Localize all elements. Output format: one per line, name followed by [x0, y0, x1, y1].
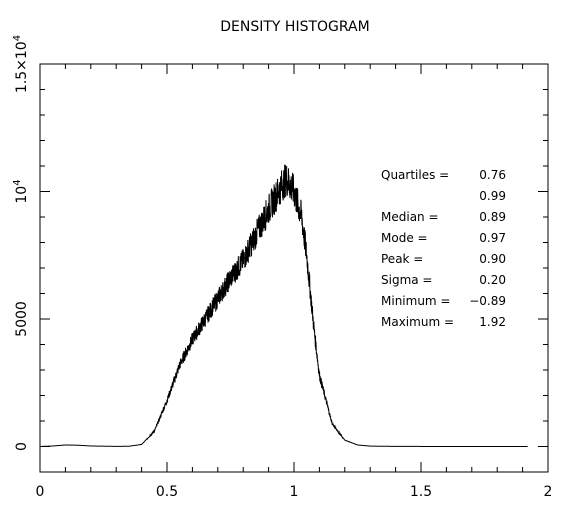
- y-tick-label: 0: [14, 442, 30, 451]
- plot-frame: [39, 63, 549, 473]
- y-tick-label: 104: [12, 179, 30, 203]
- x-tick-label: 1.5: [410, 484, 432, 500]
- stat-value: 0.20: [479, 273, 506, 287]
- stat-value: 0.97: [479, 231, 506, 245]
- x-tick-label: 2: [544, 484, 553, 500]
- stat-value: −0.89: [469, 294, 506, 308]
- stat-label: Peak =: [381, 252, 423, 266]
- x-tick-label: 0.5: [156, 484, 178, 500]
- stat-label: Quartiles =: [381, 168, 449, 182]
- stat-value: 0.90: [479, 252, 506, 266]
- histogram-series: [39, 164, 528, 447]
- stat-label: Median =: [381, 210, 439, 224]
- x-tick-label: 0: [36, 484, 45, 500]
- y-tick-label: 5000: [14, 301, 30, 337]
- statistics-annotation: Quartiles = 0.76 0.99 Median = 0.89 Mode = 0.9…: [381, 168, 506, 329]
- x-tick-label: 1: [290, 484, 299, 500]
- stat-label: Maximum =: [381, 315, 454, 329]
- x-axis-tick-labels: 0 0.5 1 1.5 2: [36, 484, 553, 500]
- chart-title: DENSITY HISTOGRAM: [220, 19, 369, 35]
- stat-label: Sigma =: [381, 273, 432, 287]
- stat-value: 0.76: [479, 168, 506, 182]
- axis-ticks: [39, 63, 549, 472]
- stat-label: Mode =: [381, 231, 428, 245]
- y-axis-tick-labels: 0 5000 104 1.5×104: [12, 35, 30, 451]
- stat-label: Minimum =: [381, 294, 450, 308]
- stat-value: 1.92: [479, 315, 506, 329]
- stat-value: 0.99: [479, 189, 506, 203]
- histogram-line: [39, 164, 528, 447]
- y-tick-label: 1.5×104: [12, 35, 30, 93]
- stat-value: 0.89: [479, 210, 506, 224]
